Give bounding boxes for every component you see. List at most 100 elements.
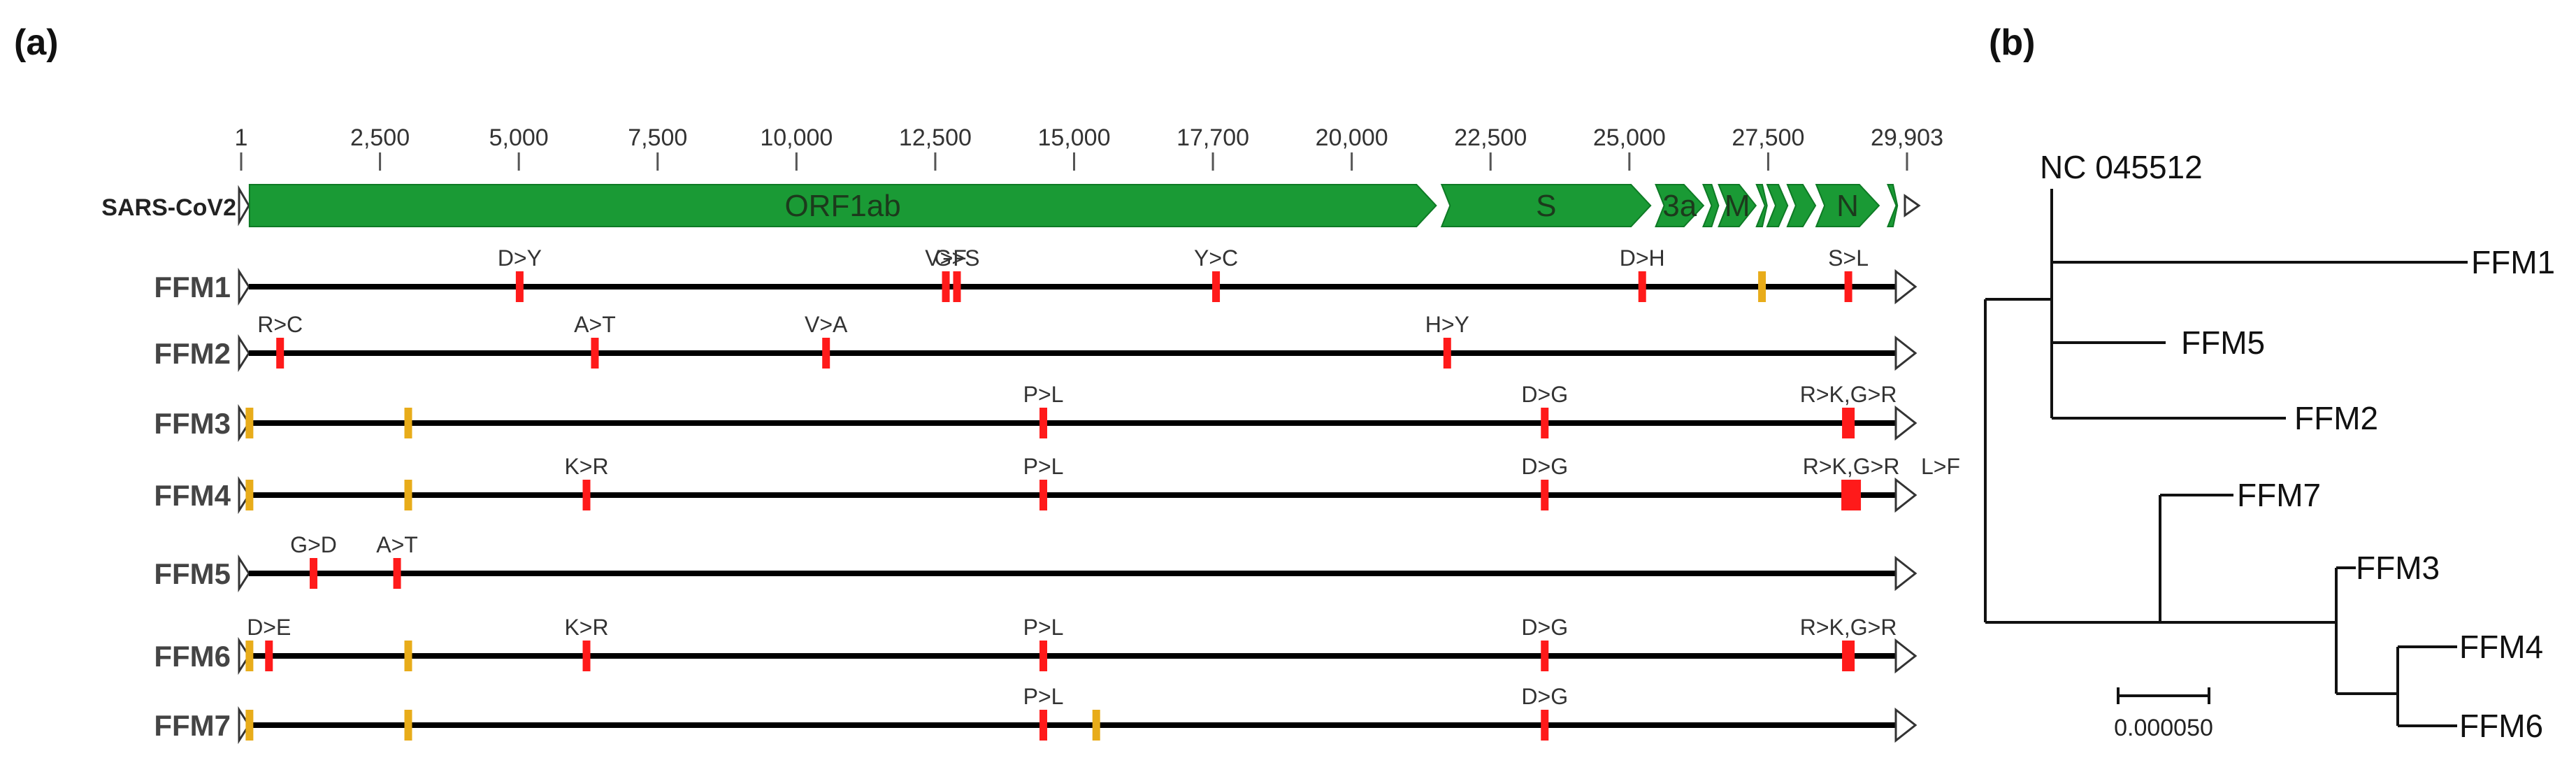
- nonsynonymous-mutation-marker: [393, 558, 401, 589]
- axis-tick-label: 22,500: [1454, 124, 1527, 151]
- track-start-marker: [238, 267, 250, 306]
- mutation-label: R>K,G>R: [1803, 454, 1900, 479]
- sample-label: FFM3: [154, 407, 231, 440]
- gene-arrow: [248, 184, 1437, 227]
- nonsynonymous-mutation-marker: [1039, 710, 1048, 741]
- mutation-label: V>A: [805, 312, 848, 337]
- sample-track-ffm3: FFM3 P>L D>G R>K,G>R: [154, 382, 1917, 443]
- gene-arrow: [1887, 184, 1899, 227]
- genome-map-panel: 1 2,500 5,000 7,500 10,000 12,500 15,000 17,700…: [101, 124, 1960, 745]
- synonymous-mutation-marker: [245, 710, 254, 741]
- mutation-label: S>L: [1828, 245, 1869, 271]
- nonsynonymous-mutation-marker: [310, 558, 318, 589]
- gene-arrow: [1655, 184, 1705, 227]
- mutation-label: G>S: [935, 245, 980, 271]
- sample-label: FFM4: [154, 479, 231, 512]
- synonymous-mutation-marker: [1758, 271, 1766, 302]
- mutation-label: D>G: [1521, 684, 1568, 709]
- track-start-marker: [238, 706, 250, 745]
- nonsynonymous-mutation-marker: [822, 338, 830, 369]
- track-start-marker: [238, 476, 250, 515]
- synonymous-mutation-marker: [1092, 710, 1100, 741]
- nonsynonymous-mutation-marker: [1212, 271, 1221, 302]
- mutation-label: D>G: [1521, 454, 1568, 479]
- sample-track-ffm4: FFM4 K>R P>L D>G R>K,G>R L>F: [154, 454, 1960, 515]
- synonymous-mutation-marker: [404, 480, 412, 510]
- axis-tick-label: 10,000: [760, 124, 833, 151]
- tree-leaf-ffm1: FFM1: [2471, 244, 2555, 280]
- track-end-arrow: [1894, 707, 1917, 743]
- nonsynonymous-mutation-marker: [582, 641, 591, 671]
- track-start-marker: [238, 554, 250, 593]
- reference-end-arrow: [1904, 194, 1921, 217]
- mutation-label: A>T: [574, 312, 616, 337]
- mutation-label: K>R: [564, 615, 608, 640]
- synonymous-mutation-marker: [245, 408, 254, 438]
- gene-label: M: [1725, 189, 1750, 223]
- synonymous-mutation-marker: [245, 480, 254, 510]
- panel-label-b: (b): [1989, 22, 2035, 63]
- nonsynonymous-mutation-marker: [1841, 480, 1862, 510]
- axis-tick-label: 5,000: [489, 124, 549, 151]
- track-end-arrow: [1894, 405, 1917, 441]
- mutation-label: P>L: [1023, 382, 1064, 407]
- mutation-label: V>F: [925, 245, 967, 271]
- tree-leaf-ffm3: FFM3: [2356, 550, 2440, 586]
- track-end-arrow: [1894, 335, 1917, 371]
- gene-label: N: [1836, 189, 1859, 223]
- sample-label: FFM6: [154, 640, 231, 673]
- gene-label: 3a: [1662, 189, 1697, 223]
- sample-label: FFM7: [154, 709, 231, 742]
- track-end-arrow: [1894, 638, 1917, 674]
- mutation-label: R>K,G>R: [1800, 615, 1897, 640]
- gene-arrow: [1718, 184, 1757, 227]
- mutation-label: R>C: [257, 312, 303, 337]
- mutation-label: P>L: [1023, 454, 1064, 479]
- mutation-label: L>F: [1921, 454, 1960, 479]
- mutation-label: D>Y: [498, 245, 542, 271]
- gene-arrow: [1786, 184, 1817, 227]
- mutation-label: A>T: [376, 532, 418, 557]
- nonsynonymous-mutation-marker: [1638, 271, 1646, 302]
- nonsynonymous-mutation-marker: [1541, 480, 1549, 510]
- nonsynonymous-mutation-marker: [591, 338, 599, 369]
- tree-leaf-ffm6: FFM6: [2459, 708, 2543, 744]
- gene-arrow: [1815, 184, 1880, 227]
- mutation-label: K>R: [564, 454, 608, 479]
- gene-label: S: [1536, 189, 1556, 223]
- track-end-arrow: [1894, 477, 1917, 513]
- nonsynonymous-mutation-marker: [942, 271, 950, 302]
- nonsynonymous-mutation-marker: [1844, 271, 1852, 302]
- reference-start-marker: [238, 185, 250, 227]
- nonsynonymous-mutation-marker: [1541, 408, 1549, 438]
- axis-tick-label: 17,700: [1177, 124, 1249, 151]
- phylogenetic-tree-panel: [1984, 189, 2468, 727]
- gene-label: ORF1ab: [784, 189, 900, 223]
- tree-leaf-ffm2: FFM2: [2294, 400, 2378, 436]
- nonsynonymous-mutation-marker: [1039, 408, 1048, 438]
- mutation-label: G>D: [290, 532, 337, 557]
- nonsynonymous-mutation-marker: [265, 641, 273, 671]
- axis-tick-label: 7,500: [628, 124, 687, 151]
- nonsynonymous-mutation-marker: [1541, 710, 1549, 741]
- nonsynonymous-mutation-marker: [582, 480, 591, 510]
- axis-tick-label: 29,903: [1871, 124, 1943, 151]
- synonymous-mutation-marker: [404, 710, 412, 741]
- gene-arrow: [1766, 184, 1789, 227]
- axis-tick-label: 25,000: [1593, 124, 1666, 151]
- nonsynonymous-mutation-marker: [515, 271, 524, 302]
- axis-tick-label: 20,000: [1316, 124, 1388, 151]
- genome-axis-ticks: 1 2,500 5,000 7,500 10,000 12,500 15,000 17,700…: [235, 124, 1943, 171]
- mutation-label: Y>C: [1194, 245, 1238, 271]
- nonsynonymous-mutation-marker: [1541, 641, 1549, 671]
- nonsynonymous-mutation-marker: [276, 338, 285, 369]
- mutation-label: P>L: [1023, 615, 1064, 640]
- sample-label: FFM1: [154, 271, 231, 303]
- tree-labels: NC 045512 FFM1 FFM5 FFM2 FFM7 FFM3 FFM4 …: [2040, 149, 2555, 744]
- nonsynonymous-mutation-marker: [953, 271, 961, 302]
- gene-arrow: [1440, 184, 1652, 227]
- track-start-marker: [238, 334, 250, 373]
- tree-root-label: NC 045512: [2040, 149, 2203, 185]
